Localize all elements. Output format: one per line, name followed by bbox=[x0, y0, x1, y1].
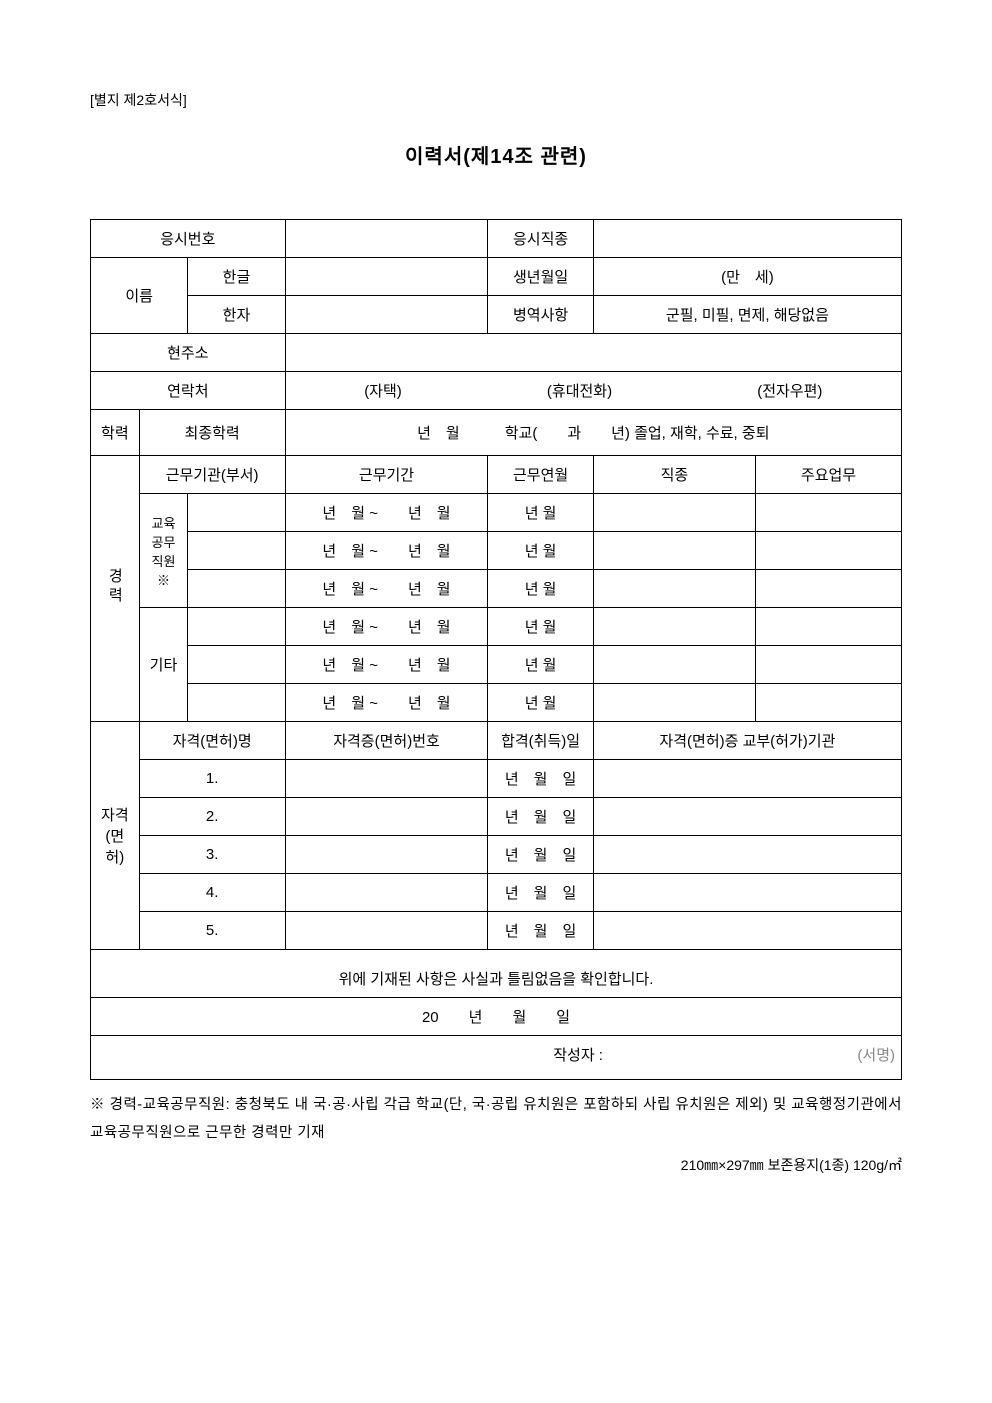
field-applicant-type[interactable] bbox=[593, 220, 901, 258]
field-period-1[interactable]: 년 월 ~ 년 월 bbox=[285, 494, 488, 532]
form-reference: [별지 제2호서식] bbox=[90, 90, 902, 110]
field-jobtype-1[interactable] bbox=[593, 494, 755, 532]
paper-spec: 210㎜×297㎜ 보존용지(1종) 120g/㎡ bbox=[90, 1155, 902, 1175]
field-duties-3[interactable] bbox=[755, 570, 901, 608]
license-row-5-name[interactable]: 5. bbox=[139, 912, 285, 950]
license-row-4-date[interactable]: 년 월 일 bbox=[488, 874, 593, 912]
license-row-1-number[interactable] bbox=[285, 760, 488, 798]
field-workplace-5[interactable] bbox=[188, 646, 285, 684]
confirmation-text: 위에 기재된 사항은 사실과 틀림없음을 확인합니다. bbox=[91, 950, 902, 998]
field-address[interactable] bbox=[285, 334, 901, 372]
label-work-period: 근무기간 bbox=[285, 456, 488, 494]
label-license-name: 자격(면허)명 bbox=[139, 722, 285, 760]
field-duties-2[interactable] bbox=[755, 532, 901, 570]
field-jobtype-5[interactable] bbox=[593, 646, 755, 684]
field-workplace-6[interactable] bbox=[188, 684, 285, 722]
field-name-kor[interactable] bbox=[285, 258, 488, 296]
label-name-kor: 한글 bbox=[188, 258, 285, 296]
license-row-2-number[interactable] bbox=[285, 798, 488, 836]
label-address: 현주소 bbox=[91, 334, 286, 372]
label-contact: 연락처 bbox=[91, 372, 286, 410]
license-row-3-date[interactable]: 년 월 일 bbox=[488, 836, 593, 874]
label-name: 이름 bbox=[91, 258, 188, 334]
label-work-months: 근무연월 bbox=[488, 456, 593, 494]
license-row-2-name[interactable]: 2. bbox=[139, 798, 285, 836]
license-row-3-name[interactable]: 3. bbox=[139, 836, 285, 874]
field-military[interactable]: 군필, 미필, 면제, 해당없음 bbox=[593, 296, 901, 334]
label-name-hanja: 한자 bbox=[188, 296, 285, 334]
field-jobtype-6[interactable] bbox=[593, 684, 755, 722]
field-workplace-4[interactable] bbox=[188, 608, 285, 646]
field-jobtype-2[interactable] bbox=[593, 532, 755, 570]
field-duties-4[interactable] bbox=[755, 608, 901, 646]
field-duties-6[interactable] bbox=[755, 684, 901, 722]
field-duties-5[interactable] bbox=[755, 646, 901, 684]
field-months-4[interactable]: 년 월 bbox=[488, 608, 593, 646]
license-row-5-issuer[interactable] bbox=[593, 912, 901, 950]
label-edu-civil: 교육공무직원※ bbox=[139, 494, 188, 608]
label-applicant-number: 응시번호 bbox=[91, 220, 286, 258]
field-education[interactable]: 년 월 학교( 과 년) 졸업, 재학, 수료, 중퇴 bbox=[285, 410, 901, 456]
contact-home-label: (자택) bbox=[364, 380, 402, 401]
field-months-1[interactable]: 년 월 bbox=[488, 494, 593, 532]
license-row-2-issuer[interactable] bbox=[593, 798, 901, 836]
label-job-type: 직종 bbox=[593, 456, 755, 494]
license-row-1-issuer[interactable] bbox=[593, 760, 901, 798]
license-row-1-date[interactable]: 년 월 일 bbox=[488, 760, 593, 798]
label-issuer: 자격(면허)증 교부(허가)기관 bbox=[593, 722, 901, 760]
field-period-2[interactable]: 년 월 ~ 년 월 bbox=[285, 532, 488, 570]
contact-email-label: (전자우편) bbox=[757, 380, 822, 401]
label-military: 병역사항 bbox=[488, 296, 593, 334]
label-other-career: 기타 bbox=[139, 608, 188, 722]
label-education: 학력 bbox=[91, 410, 140, 456]
footnote: ※ 경력-교육공무직원: 충청북도 내 국·공·사립 각급 학교(단, 국·공립… bbox=[90, 1092, 902, 1147]
label-license: 자격(면허) bbox=[91, 722, 140, 950]
field-jobtype-4[interactable] bbox=[593, 608, 755, 646]
field-months-6[interactable]: 년 월 bbox=[488, 684, 593, 722]
contact-mobile-label: (휴대전화) bbox=[547, 380, 612, 401]
resume-table: 응시번호 응시직종 이름 한글 생년월일 (만 세) 한자 병역사항 군필, 미… bbox=[90, 219, 902, 1080]
field-months-5[interactable]: 년 월 bbox=[488, 646, 593, 684]
label-birthdate: 생년월일 bbox=[488, 258, 593, 296]
label-license-number: 자격증(면허)번호 bbox=[285, 722, 488, 760]
field-workplace-1[interactable] bbox=[188, 494, 285, 532]
field-months-3[interactable]: 년 월 bbox=[488, 570, 593, 608]
license-row-5-number[interactable] bbox=[285, 912, 488, 950]
label-main-duties: 주요업무 bbox=[755, 456, 901, 494]
seal-label: (서명) bbox=[857, 1047, 895, 1064]
writer-line: 작성자 : (서명) bbox=[91, 1036, 902, 1080]
label-pass-date: 합격(취득)일 bbox=[488, 722, 593, 760]
label-final-education: 최종학력 bbox=[139, 410, 285, 456]
field-workplace-3[interactable] bbox=[188, 570, 285, 608]
field-birthdate[interactable]: (만 세) bbox=[593, 258, 901, 296]
field-contact[interactable]: (자택) (휴대전화) (전자우편) bbox=[285, 372, 901, 410]
license-row-2-date[interactable]: 년 월 일 bbox=[488, 798, 593, 836]
field-jobtype-3[interactable] bbox=[593, 570, 755, 608]
license-row-4-number[interactable] bbox=[285, 874, 488, 912]
field-name-hanja[interactable] bbox=[285, 296, 488, 334]
label-workplace: 근무기관(부서) bbox=[139, 456, 285, 494]
label-applicant-type: 응시직종 bbox=[488, 220, 593, 258]
field-period-3[interactable]: 년 월 ~ 년 월 bbox=[285, 570, 488, 608]
label-career: 경력 bbox=[91, 456, 140, 722]
license-row-1-name[interactable]: 1. bbox=[139, 760, 285, 798]
field-period-5[interactable]: 년 월 ~ 년 월 bbox=[285, 646, 488, 684]
license-row-3-issuer[interactable] bbox=[593, 836, 901, 874]
writer-label: 작성자 : bbox=[553, 1044, 853, 1065]
confirmation-date: 20 년 월 일 bbox=[91, 998, 902, 1036]
form-title: 이력서(제14조 관련) bbox=[90, 140, 902, 169]
license-row-4-name[interactable]: 4. bbox=[139, 874, 285, 912]
field-applicant-number[interactable] bbox=[285, 220, 488, 258]
field-period-4[interactable]: 년 월 ~ 년 월 bbox=[285, 608, 488, 646]
field-period-6[interactable]: 년 월 ~ 년 월 bbox=[285, 684, 488, 722]
license-row-4-issuer[interactable] bbox=[593, 874, 901, 912]
field-duties-1[interactable] bbox=[755, 494, 901, 532]
field-months-2[interactable]: 년 월 bbox=[488, 532, 593, 570]
field-workplace-2[interactable] bbox=[188, 532, 285, 570]
license-row-3-number[interactable] bbox=[285, 836, 488, 874]
license-row-5-date[interactable]: 년 월 일 bbox=[488, 912, 593, 950]
